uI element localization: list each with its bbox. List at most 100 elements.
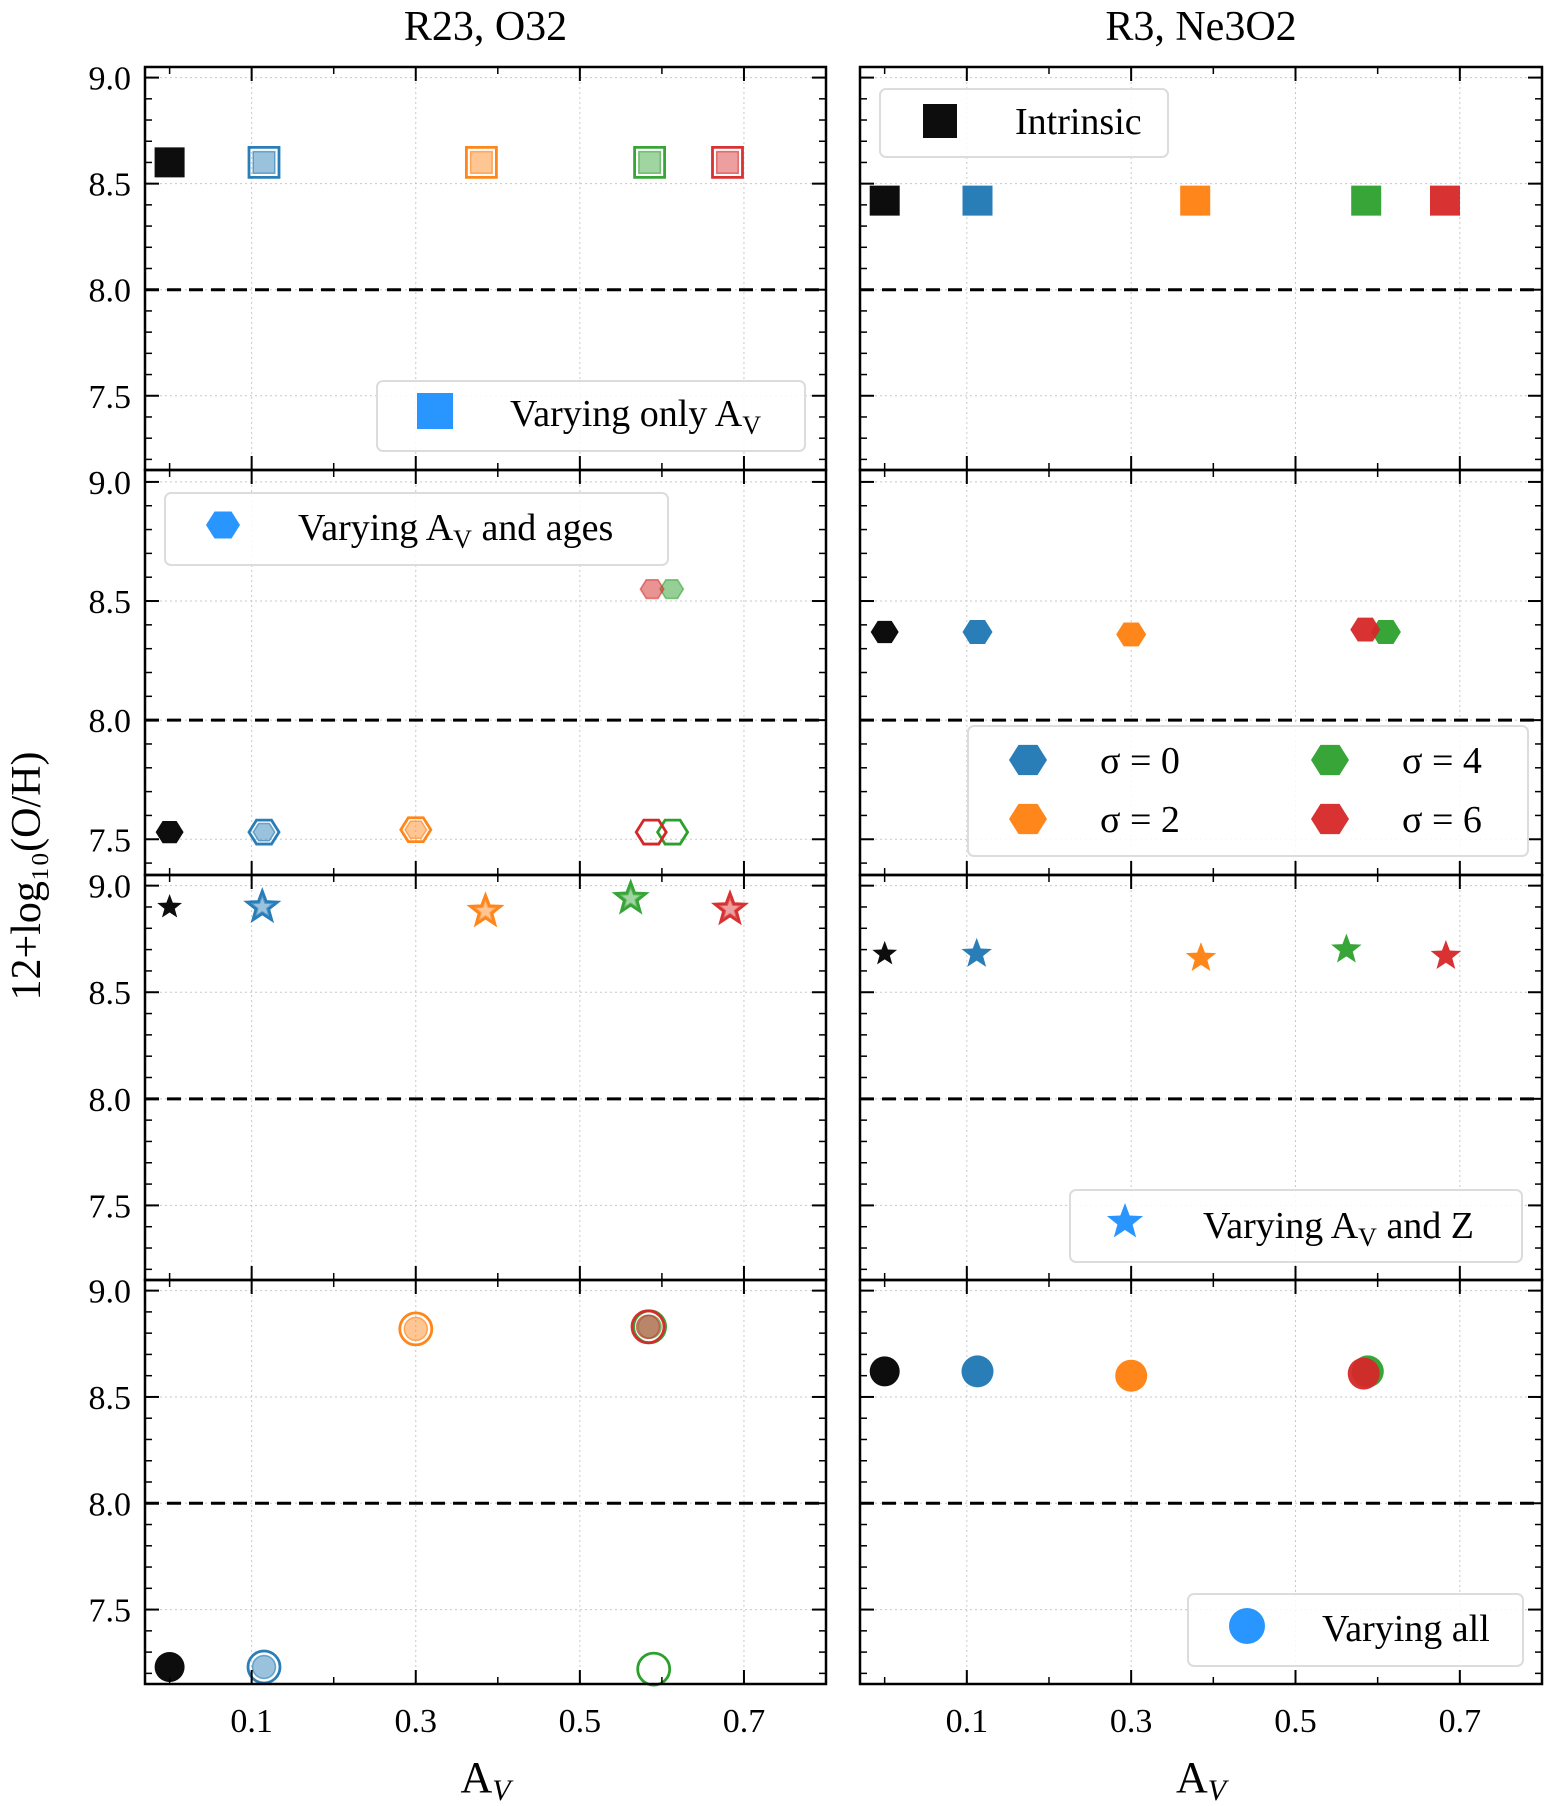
legends: Varying only AV Intrinsic Varying AV and a…: [164, 88, 1529, 1667]
col1-xtick-label-2: 0.5: [559, 1703, 602, 1740]
legend-row3-label: Varying AV and Z: [1203, 1205, 1474, 1252]
panel-r4-c1-point-sigma_2-2-outer: [398, 1311, 434, 1347]
legend-row2-label: Varying AV and ages: [298, 507, 613, 554]
panel-r2-c2-point-sigma_4-3-fill: [1370, 620, 1401, 644]
row1-ytick-label-0: 7.5: [89, 379, 132, 416]
panel-r2-c1-point-sigma_6-6-faded: [639, 578, 665, 600]
legend-sigma_0-marker: [1009, 744, 1047, 776]
panel-r3-c2-point-sigma_2-2-fill: [1185, 942, 1217, 972]
panel-r1-c1-point-sigma_4-3-outer: [633, 145, 666, 179]
panel-r3-c1-point-sigma_2-2-inner: [472, 897, 499, 923]
panel-r4-c2-point-intrinsic-0: [869, 1356, 900, 1387]
row3-ytick-label-1: 8.0: [89, 1082, 132, 1119]
panel-r1-c1-point-intrinsic-0: [154, 147, 185, 178]
panel-r2-c2-point-sigma_0-1: [962, 620, 993, 644]
panel-r4-c2-point-sigma_0-1-fill: [961, 1355, 994, 1388]
panel-r3-c2-point-sigma_2-2: [1185, 942, 1217, 972]
panel-r4-c1-point-sigma_2-2: [398, 1311, 434, 1347]
panel-r4-c1-point-intrinsic-0-fill: [154, 1652, 185, 1682]
column-title-2: R3, Ne3O2: [1105, 4, 1296, 50]
legend-sigma_2-label: σ = 2: [1100, 799, 1180, 841]
panel-r3-c1-point-sigma_4-3-inner: [617, 884, 644, 910]
panel-r4-c1-point-sigma_0-1: [246, 1649, 282, 1685]
panel-r1-c1-point-sigma_0-1-inner: [252, 150, 276, 174]
legend-row1-marker: [417, 393, 453, 429]
panel-r4-c1-point-sigma_4-3-inner: [637, 1314, 662, 1339]
col2-xtick-label-0: 0.1: [946, 1703, 989, 1740]
panel-r4-c1-point-sigma_4-5: [636, 1651, 672, 1687]
row3-ytick-label-2: 8.5: [89, 975, 132, 1012]
legend-sigma_6-marker: [1311, 803, 1349, 835]
panel-r2-c1-point-sigma_4-3-outline: [655, 818, 690, 846]
panel-r2-c2-point-intrinsic-0-fill: [870, 620, 899, 644]
legend-intrinsic-label: Intrinsic: [1015, 101, 1142, 143]
panel-r2-c2-point-sigma_0-1-fill: [962, 620, 993, 644]
col2-xtick-label-3: 0.7: [1439, 1703, 1482, 1740]
legend-sigma_4-marker: [1311, 744, 1349, 776]
panel-r2-c1-point-sigma_0-1-outer: [247, 818, 281, 846]
panel-r4-c2-point-sigma_6-4: [1347, 1357, 1380, 1390]
panel-r1-c1-point-sigma_0-1-outer: [247, 145, 281, 179]
panel-r1-c1-point-sigma_2-2-inner: [469, 150, 493, 174]
panel-r3-c1-point-sigma_4-3: [611, 878, 650, 915]
legend-row4-marker-fill: [1229, 1608, 1265, 1644]
panel-r2-c2-point-intrinsic-0: [870, 620, 899, 644]
legend-row1-marker-fill: [417, 393, 453, 429]
row4-ytick-label-1: 8.0: [89, 1486, 132, 1523]
panel-r3-c2-point-intrinsic-0-fill: [872, 940, 898, 965]
panel-r3-c1-point-sigma_0-1: [243, 887, 282, 924]
legend-row3-marker: [1106, 1203, 1144, 1238]
panel-r4-c1-frame: [143, 1278, 828, 1686]
panel-r1-c2-point-sigma_4-3: [1351, 185, 1382, 216]
column-title-1: R23, O32: [404, 4, 567, 50]
panel-r3-c2-point-sigma_4-3-fill: [1331, 933, 1362, 963]
panel-r3-c1-point-sigma_6-4: [710, 889, 750, 926]
panel-r2-c1-point-sigma_4-3: [655, 818, 690, 846]
row3-ytick-label-3: 9.0: [89, 869, 132, 906]
panel-r3-c1-point-sigma_4-3-outer: [611, 878, 650, 915]
panel-r4-c1-point-sigma_6-4-inner: [635, 1314, 661, 1339]
col1-xtick-label-3: 0.7: [723, 1703, 766, 1740]
reference-lines: [145, 288, 1542, 1505]
panel-r2-c1-point-sigma_6-6: [639, 578, 665, 600]
legend-row4-label: Varying all: [1322, 1608, 1490, 1650]
panel-r4-c2-point-sigma_2-2-fill: [1115, 1359, 1148, 1392]
panel-r1-c2-point-sigma_0-1: [962, 185, 993, 216]
row4-ytick-label-0: 7.5: [89, 1593, 132, 1630]
panel-r1-c2-point-sigma_0-1-fill: [962, 185, 993, 216]
legend-sigma_0-marker-fill: [1009, 744, 1047, 776]
legend-sigma_6-label: σ = 6: [1402, 799, 1482, 841]
legend-row2-marker-fill: [206, 511, 240, 539]
row2-ytick-label-0: 7.5: [89, 822, 132, 859]
panel-r4-c1-point-sigma_2-2-inner: [403, 1316, 429, 1342]
panel-r1-c1-point-sigma_4-3-inner: [638, 150, 662, 174]
row2-ytick-label-3: 9.0: [89, 465, 132, 502]
panel-r1-c1-point-intrinsic-0-fill: [154, 147, 185, 178]
panel-r3-c1-point-sigma_6-4-outer: [710, 889, 750, 926]
panel-r3-c2-point-sigma_6-4: [1430, 940, 1462, 969]
panel-r1-c2-point-sigma_4-3-fill: [1351, 185, 1382, 216]
col1-xtick-label-0: 0.1: [230, 1703, 273, 1740]
panel-r3-c1-point-sigma_0-1-inner: [249, 893, 276, 919]
panel-r2-c1-point-intrinsic-0: [155, 820, 184, 844]
panel-r1-c2-point-intrinsic-0: [869, 185, 900, 216]
panel-r1-c2-point-sigma_2-2: [1180, 185, 1211, 216]
panel-r4-c1-point-sigma_6-4: [630, 1309, 666, 1345]
legend-sigma_4-label: σ = 4: [1402, 740, 1482, 782]
panel-r1-c1-point-sigma_6-4-inner: [715, 150, 740, 174]
row3-ytick-label-0: 7.5: [89, 1188, 132, 1225]
legend-sigma_2-marker: [1009, 803, 1047, 835]
panel-r2-c1-point-sigma_2-2: [399, 816, 433, 844]
legend-row3-marker-fill: [1106, 1203, 1144, 1238]
panel-r3-c1-point-sigma_6-4-inner: [717, 895, 743, 921]
markers: [154, 145, 1462, 1687]
panel-r2-c1-point-sigma_2-2-outer: [399, 816, 433, 844]
panel-r1-c2-point-sigma_2-2-fill: [1180, 185, 1211, 216]
col2-xtick-label-1: 0.3: [1110, 1703, 1153, 1740]
panel-r2-c1-point-sigma_6-4-outline: [634, 818, 668, 846]
panel-r4-c2-point-sigma_2-2: [1115, 1359, 1148, 1392]
legend-sigma_2-marker-fill: [1009, 803, 1047, 835]
panel-r2-c2-point-sigma_6-4-fill: [1350, 617, 1381, 642]
panel-r3-c1-point-sigma_0-1-outer: [243, 887, 282, 924]
panel-r2-c1-point-intrinsic-0-fill: [155, 820, 184, 844]
